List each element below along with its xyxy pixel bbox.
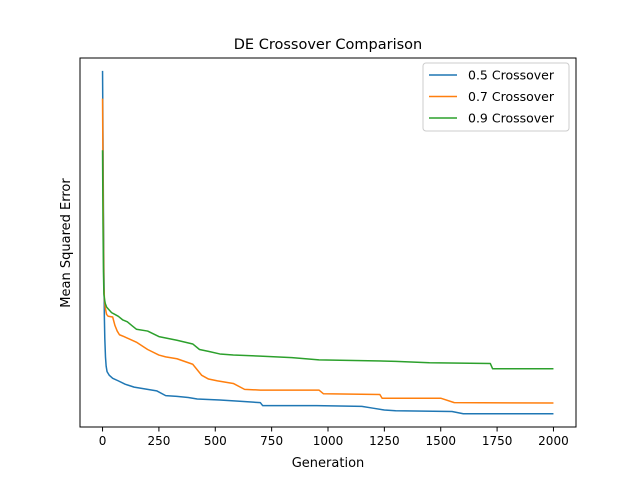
y-axis-label: Mean Squared Error: [59, 178, 74, 308]
series-line-2: [101, 150, 554, 370]
series-layer: [101, 70, 554, 415]
x-tick-label: 250: [147, 434, 170, 448]
series-line-0: [101, 70, 554, 415]
x-axis-label: Generation: [292, 456, 365, 471]
x-tick-label: 1500: [425, 434, 456, 448]
chart-title: DE Crossover Comparison: [234, 37, 422, 53]
legend-box: [422, 62, 570, 132]
legend-label-2: 0.9 Crossover: [468, 111, 555, 126]
series-line-1: [101, 98, 554, 404]
legend: 0.5 Crossover 0.7 Crossover 0.9 Crossover: [422, 62, 570, 132]
legend-label-1: 0.7 Crossover: [468, 89, 555, 104]
x-axis-ticks: 0 250 500 750 1000 1250 1500 1750 2000: [99, 427, 569, 448]
x-tick-label: 2000: [538, 434, 569, 448]
x-tick-label: 500: [204, 434, 227, 448]
x-tick-label: 750: [260, 434, 283, 448]
x-tick-label: 1750: [482, 434, 513, 448]
x-tick-label: 0: [99, 434, 107, 448]
x-tick-label: 1250: [369, 434, 400, 448]
x-tick-label: 1000: [313, 434, 344, 448]
legend-label-0: 0.5 Crossover: [468, 68, 555, 83]
